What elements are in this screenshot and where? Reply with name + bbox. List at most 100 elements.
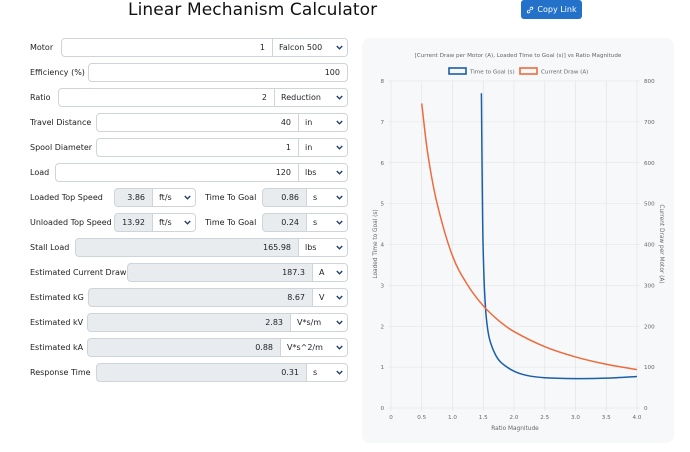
chevron-down-icon [336,245,343,250]
unloaded-time-to-goal-value: 0.24 [281,218,299,227]
load-unit: lbs [305,168,317,177]
chart-axes: 0 0.5 1.0 1.5 2.0 2.5 3.0 3.5 4.0012345678010020… [380,79,655,421]
spool-diameter-field: 1 in [96,138,348,157]
copy-link-label: Copy Link [537,5,577,14]
kg-field: 8.67 V [88,288,348,307]
unloaded-time-to-goal-unit-select[interactable]: s [306,214,347,231]
motor-quantity-input[interactable]: 1 [259,43,265,52]
x-tick-label: 3.5 [602,415,611,421]
kv-field: 2.83 V*s/m [87,313,348,332]
chart-grid [388,80,640,411]
chevron-down-icon [184,220,191,225]
loaded-top-speed-label: Loaded Top Speed [30,193,103,202]
chevron-down-icon [336,220,343,225]
stall-load-field: 165.98 lbs [75,238,348,257]
load-field: 120 lbs [55,163,348,182]
ratio-label: Ratio [30,93,51,102]
ka-unit: V*s^2/m [287,343,323,352]
loaded-time-to-goal-field: 0.86 s [262,188,348,207]
motor-type-select[interactable]: Falcon 500 [272,39,347,56]
load-input[interactable]: 120 [275,168,291,177]
y2-axis-title: Current Draw per Motor (A) [658,204,664,283]
chevron-down-icon [336,95,343,100]
unloaded-top-speed-value: 13.92 [122,218,145,227]
loaded-top-speed-unit-select[interactable]: ft/s [152,189,195,206]
series-line-time-to-goal [480,93,638,380]
kv-unit: V*s/m [297,318,322,327]
stall-load-unit-select[interactable]: lbs [298,239,347,256]
ka-unit-select[interactable]: V*s^2/m [280,339,347,356]
kv-unit-select[interactable]: V*s/m [290,314,347,331]
y-tick-label: 1 [380,365,384,371]
ratio-type-select[interactable]: Reduction [274,89,347,106]
ratio-field: 2 Reduction [58,88,348,107]
x-tick-label: 2.5 [540,415,549,421]
legend-label-time: Time to Goal (s) [469,70,515,76]
stall-load-value: 165.98 [263,243,291,252]
unloaded-time-to-goal-label: Time To Goal [205,218,257,227]
chevron-down-icon [336,195,343,200]
unloaded-time-to-goal-field: 0.24 s [262,213,348,232]
spool-diameter-input[interactable]: 1 [285,143,291,152]
efficiency-value: 100 [324,68,340,77]
x-tick-label: 4.0 [633,415,642,421]
ratio-input[interactable]: 2 [261,93,267,102]
current-draw-label: Estimated Current Draw [30,268,127,277]
legend-swatch-time [448,67,467,75]
unloaded-top-speed-unit-select[interactable]: ft/s [152,214,195,231]
kv-label: Estimated kV [30,318,84,327]
unloaded-top-speed-label: Unloaded Top Speed [30,218,112,227]
stall-load-unit: lbs [305,243,317,252]
loaded-time-to-goal-unit: s [313,193,318,202]
chevron-down-icon [336,345,343,350]
y-tick-label: 6 [380,161,384,167]
y2-tick-label: 300 [644,283,655,289]
chart-legend[interactable]: Time to Goal (s) Current Draw (A) [448,67,588,76]
loaded-top-speed-field: 3.86 ft/s [114,188,196,207]
spool-diameter-label: Spool Diameter [30,143,93,152]
chevron-down-icon [336,45,343,50]
y2-tick-label: 600 [644,161,655,167]
chevron-down-icon [336,170,343,175]
y-tick-label: 0 [380,406,384,412]
line-chart: 0 0.5 1.0 1.5 2.0 2.5 3.0 3.5 4.0012345678010020… [373,53,664,432]
y-tick-label: 5 [380,202,384,208]
kv-value: 2.83 [265,318,283,327]
response-time-unit-select[interactable]: s [306,364,347,381]
kg-unit-select[interactable]: V [312,289,347,306]
y-tick-label: 8 [380,79,384,85]
travel-distance-input[interactable]: 40 [280,118,291,127]
page-title: Linear Mechanism Calculator [128,0,378,20]
chevron-down-icon [336,145,343,150]
chevron-down-icon [336,320,343,325]
travel-distance-unit-select[interactable]: in [298,114,347,131]
y-tick-label: 7 [380,120,384,126]
load-unit-select[interactable]: lbs [298,164,347,181]
ka-value: 0.88 [255,343,273,352]
chevron-down-icon [336,120,343,125]
y2-tick-label: 700 [644,120,655,126]
travel-distance-field: 40 in [96,113,348,132]
spool-diameter-unit-select[interactable]: in [298,139,347,156]
response-time-value: 0.31 [281,368,299,377]
efficiency-input[interactable]: 100 [88,63,348,82]
current-draw-unit-select[interactable]: A [312,264,347,281]
ratio-type-value: Reduction [281,93,321,102]
current-draw-value: 187.3 [282,268,305,277]
y2-tick-label: 0 [644,406,648,412]
copy-link-button[interactable]: Copy Link [521,0,582,19]
travel-distance-unit: in [305,118,313,127]
loaded-top-speed-value: 3.86 [127,193,145,202]
response-time-field: 0.31 s [96,363,348,382]
y2-tick-label: 200 [644,324,655,330]
motor-type-value: Falcon 500 [279,43,323,52]
response-time-label: Response Time [30,368,91,377]
kg-label: Estimated kG [30,293,84,302]
y2-tick-label: 400 [644,243,655,249]
loaded-time-to-goal-unit-select[interactable]: s [306,189,347,206]
kg-unit: V [319,293,325,302]
x-tick-label: 3.0 [571,415,580,421]
unloaded-top-speed-unit: ft/s [159,218,172,227]
chart-title: [Current Draw per Motor (A), Loaded Time… [415,53,622,59]
spool-diameter-unit: in [305,143,313,152]
